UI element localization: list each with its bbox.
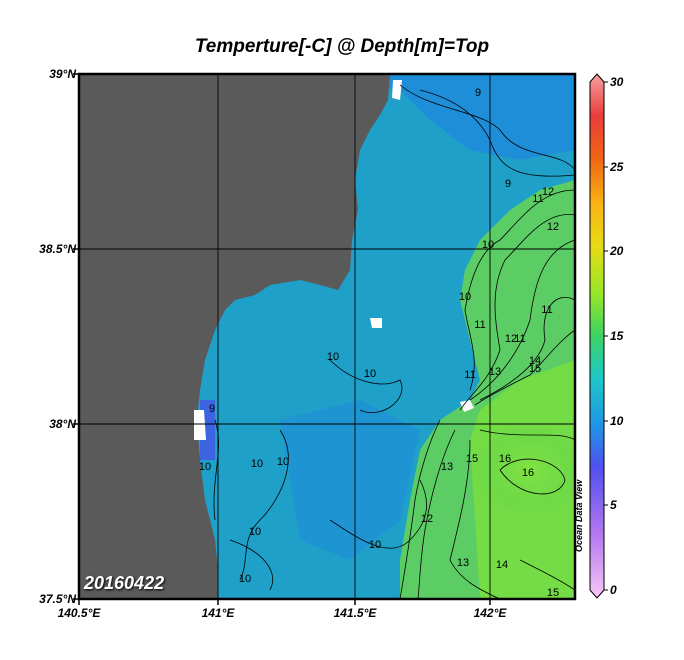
contour-label: 15 <box>466 453 478 465</box>
colorbar-tick-label: 10 <box>610 414 624 428</box>
contour-label: 9 <box>475 87 481 99</box>
contour-label: 11 <box>532 193 543 205</box>
contour-label: 10 <box>459 291 471 303</box>
graticule <box>79 74 575 599</box>
lon-label: 141°E <box>201 606 235 620</box>
map-frame <box>77 72 577 601</box>
contour-label: 16 <box>522 467 534 479</box>
contour-label: 13 <box>489 366 501 378</box>
cold-water-north <box>230 74 575 160</box>
contour-label: 13 <box>441 461 453 473</box>
lat-label: 39°N <box>49 67 76 81</box>
colorbar-ticks <box>604 81 608 591</box>
contour-label: 9 <box>209 403 215 415</box>
contour-label: 10 <box>199 461 211 473</box>
contour-label: 15 <box>547 587 559 599</box>
contour-label: 12 <box>547 221 559 233</box>
contour-label: 10 <box>239 573 251 585</box>
lon-label: 141.5°E <box>333 606 377 620</box>
colorbar-tick-label: 5 <box>610 498 617 512</box>
contour-label: 15 <box>529 363 541 375</box>
map-title: Temperture[-C] @ Depth[m]=Top <box>194 36 490 57</box>
date-label: 20160422 <box>84 573 165 593</box>
no-data-patch <box>392 80 402 100</box>
contour-label: 12 <box>421 513 433 525</box>
contour-label: 9 <box>505 178 511 190</box>
contour-label: 16 <box>499 453 511 465</box>
contour-label: 12 <box>505 333 517 345</box>
contour-label: 14 <box>529 355 541 367</box>
contour-label: 11 <box>474 319 485 331</box>
watermark: Ocean Data View <box>574 479 584 552</box>
contour-label: 10 <box>251 458 263 470</box>
lon-label: 140.5°E <box>57 606 101 620</box>
axis-ticks <box>73 73 491 605</box>
colorbar-tick-label: 15 <box>610 329 624 343</box>
colorbar-tick-label: 25 <box>610 160 624 174</box>
contour-label: 12 <box>542 186 554 198</box>
contour-label: 10 <box>364 368 376 380</box>
contour-label: 14 <box>496 559 508 571</box>
land-mass <box>79 74 390 599</box>
no-data-patch <box>194 410 206 440</box>
contour-label: 10 <box>277 456 289 468</box>
no-data-patch <box>370 318 382 328</box>
colorbar-tick-label: 0 <box>610 583 617 597</box>
contour-label: 11 <box>541 304 552 316</box>
contour-label: 10 <box>482 239 494 251</box>
cold-water-south <box>280 400 420 560</box>
colorbar-tick-label: 30 <box>610 75 624 89</box>
contour-label: 11 <box>514 333 525 345</box>
lon-label: 142°E <box>473 606 507 620</box>
lat-label: 38.5°N <box>39 242 76 256</box>
colorbar-tick-label: 20 <box>610 244 624 258</box>
contour-label: 13 <box>457 557 469 569</box>
contour-label: 11 <box>464 369 475 381</box>
colorbar <box>589 73 605 599</box>
contour-label: 10 <box>327 351 339 363</box>
warm-eddy <box>470 420 575 520</box>
contour-label: 10 <box>249 526 261 538</box>
no-data-patch <box>460 400 474 412</box>
lat-label: 38°N <box>49 417 76 431</box>
contour-lines <box>213 84 575 599</box>
contour-label: 10 <box>369 539 381 551</box>
lat-label: 37.5°N <box>39 592 76 606</box>
